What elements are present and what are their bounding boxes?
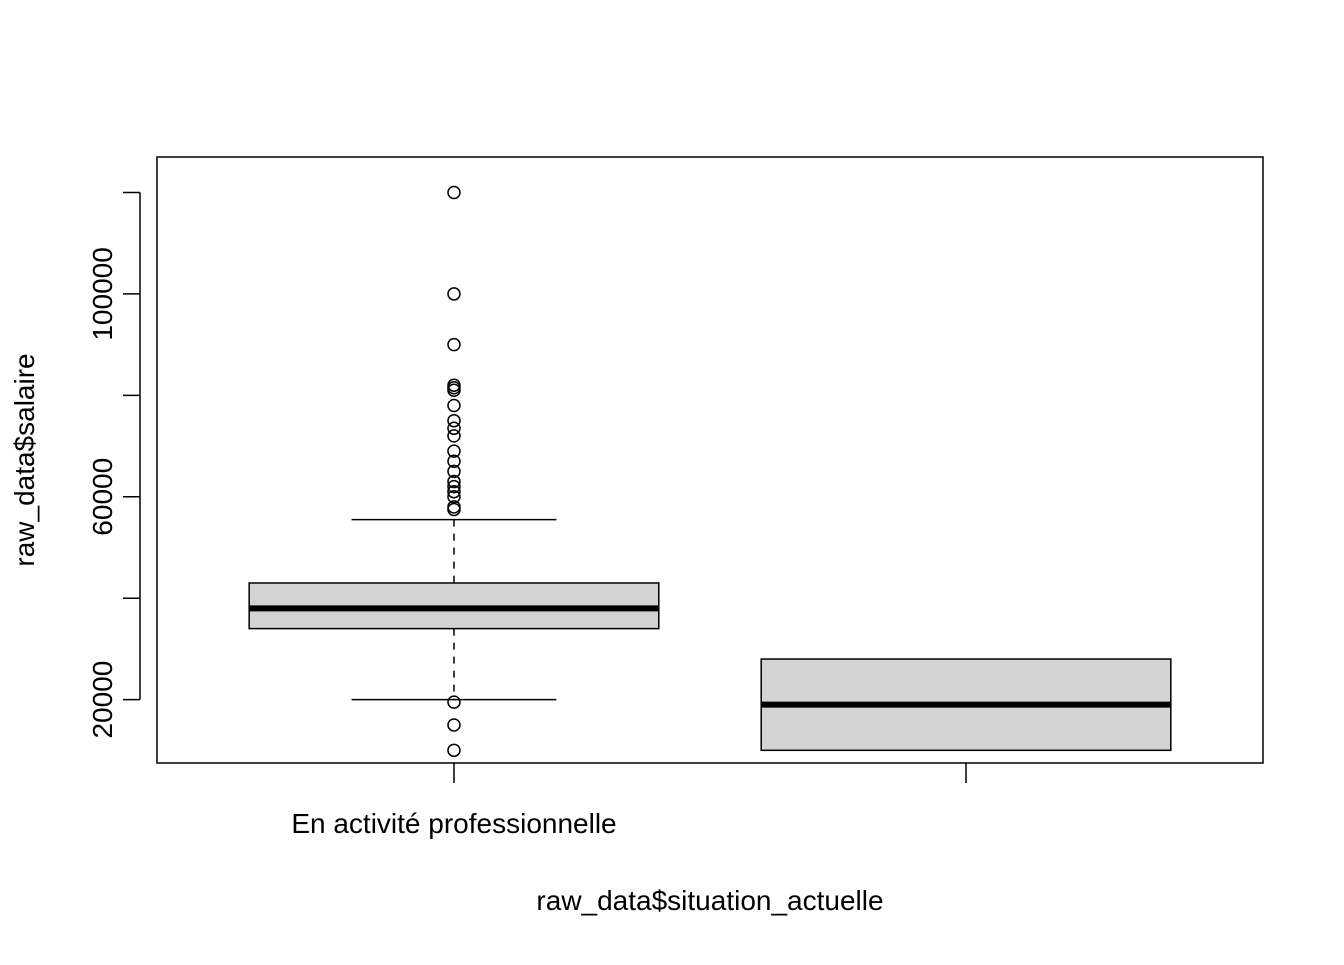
outlier-point — [447, 454, 461, 469]
y-axis: 20000 60000 100000 — [87, 191, 141, 739]
box-group — [248, 185, 660, 758]
x-axis-label: raw_data$situation_actuelle — [536, 885, 883, 916]
outlier-point — [447, 421, 461, 436]
outlier-point — [447, 502, 461, 517]
y-axis-label: raw_data$salaire — [9, 353, 40, 566]
outlier-point — [447, 398, 461, 413]
plot-frame — [156, 156, 1264, 764]
y-tick-label: 100000 — [87, 247, 118, 340]
outlier-point — [447, 287, 461, 301]
x-axis: En activité professionnelle — [291, 763, 967, 839]
outlier-point — [447, 474, 461, 489]
outlier-point — [447, 464, 461, 479]
outlier-point — [447, 413, 461, 428]
outlier-point — [447, 337, 461, 352]
x-tick-label: En activité professionnelle — [291, 808, 616, 839]
outlier-point — [447, 718, 461, 732]
outlier-point — [447, 185, 461, 200]
outlier-point — [447, 444, 461, 458]
box-group — [760, 658, 1172, 752]
boxes — [248, 185, 1172, 758]
y-tick-label: 60000 — [87, 458, 118, 536]
outlier-point — [447, 695, 461, 709]
outlier-point — [447, 484, 461, 499]
outlier-point — [447, 479, 461, 494]
outlier-point — [447, 743, 461, 758]
outlier-point — [447, 429, 461, 443]
outlier-point — [447, 383, 461, 398]
y-tick-label: 20000 — [87, 661, 118, 739]
